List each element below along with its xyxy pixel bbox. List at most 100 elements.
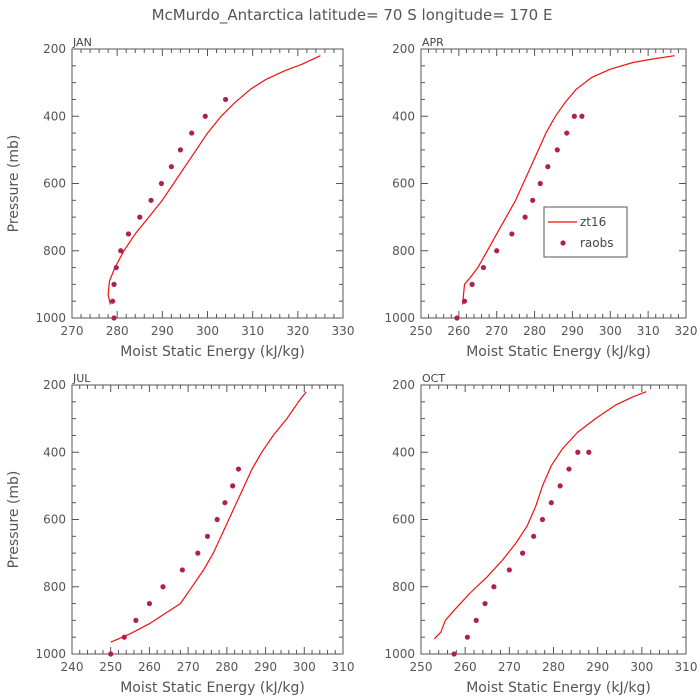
x-tick-label: 260 [454,660,477,674]
obs-point [202,113,208,119]
obs-point [158,180,165,187]
legend-label-model: zt16 [580,215,606,229]
obs-point [118,248,124,254]
x-tick-label: 260 [138,660,161,674]
plot-frame-oct [420,384,687,655]
x-tick-label: 240 [61,660,84,674]
obs-point [125,231,132,237]
chart-panels: JAN 270 280 290 300 310 320 330 200 400 600 800 1000… [6,36,697,696]
obs-point [461,298,468,304]
x-tick-label: 300 [293,660,316,674]
obs-point [519,550,526,556]
obs-point [113,264,119,271]
obs-point [110,298,116,304]
plot-frame-apr [420,48,687,319]
obs-point [179,567,185,573]
panel-label-oct: OCT [422,372,445,385]
obs-point [177,147,183,153]
legend-label-obs: raobs [580,236,614,250]
obs-point [146,600,153,607]
obs-point [195,550,201,556]
panel-label-jan: JAN [72,36,92,49]
y-tick-label: 400 [392,445,415,459]
obs-point [491,584,497,590]
obs-point [204,533,211,539]
x-tick-label: 320 [286,324,309,338]
y-tick-label: 600 [392,177,415,191]
legend-box [543,206,628,258]
x-tick-label: 270 [177,660,200,674]
y-tick-label: 400 [43,445,66,459]
y-tick-label: 200 [43,378,66,392]
x-tick-label: 300 [599,324,622,338]
y-axis-title: Pressure (mb) [6,135,22,233]
x-tick-label: 290 [254,660,277,674]
x-tick-label: 290 [151,324,174,338]
obs-point [566,466,572,472]
obs-point [554,147,560,153]
y-tick-label: 1000 [384,311,415,325]
model-line-apr [462,55,675,305]
x-tick-label: 300 [196,324,219,338]
obs-point [530,197,536,203]
obs-point [586,449,592,455]
y-tick-label: 800 [392,244,415,258]
y-tick-label: 1000 [35,647,66,661]
x-tick-label: 310 [637,324,660,338]
obs-point [506,567,512,573]
x-tick-label: 280 [542,660,565,674]
x-tick-label: 310 [241,324,264,338]
obs-point [148,197,154,203]
x-tick-label: 280 [106,324,129,338]
obs-point [235,466,242,472]
x-tick-label: 310 [332,660,355,674]
y-tick-label: 200 [392,378,415,392]
y-tick-label: 600 [43,513,66,527]
legend-marker-swatch [560,240,566,246]
obs-point [189,130,195,136]
model-line-jan [107,55,321,305]
obs-point [160,584,166,590]
y-axis-title: Pressure (mb) [6,471,22,569]
x-tick-label: 270 [485,324,508,338]
panel-oct: OCT 250 260 270 280 290 300 310 200 400 600 800 1000… [384,372,697,696]
obs-point [230,483,236,489]
x-tick-label: 250 [410,660,433,674]
obs-point [482,600,488,607]
y-tick-label: 400 [43,109,66,123]
obs-point [111,315,117,321]
obs-point [571,113,577,119]
obs-point [222,96,229,103]
obs-point [537,180,543,187]
plot-frame-jan [71,48,344,319]
figure-title: McMurdo_Antarctica latitude= 70 S longit… [152,6,553,25]
obs-point [454,315,460,321]
x-tick-label: 320 [675,324,698,338]
x-tick-label: 310 [675,660,698,674]
x-tick-label: 280 [523,324,546,338]
y-tick-label: 200 [43,42,66,56]
obs-point [531,533,537,539]
x-tick-label: 250 [410,324,433,338]
panel-label-apr: APR [422,36,444,49]
obs-point [108,651,114,657]
obs-point [168,164,174,170]
x-tick-label: 300 [630,660,653,674]
x-tick-label: 270 [498,660,521,674]
y-tick-label: 800 [392,580,415,594]
plot-frame-jul [71,384,344,655]
y-tick-label: 600 [392,513,415,527]
obs-point [469,281,475,287]
y-tick-label: 1000 [384,647,415,661]
y-tick-label: 200 [392,42,415,56]
x-tick-label: 250 [99,660,122,674]
obs-point [575,449,581,455]
y-tick-label: 800 [43,244,66,258]
x-tick-label: 290 [586,660,609,674]
obs-point [557,483,563,489]
obs-point [464,634,470,640]
panel-label-jul: JUL [72,372,91,385]
obs-point [579,113,585,119]
obs-point [121,634,127,640]
